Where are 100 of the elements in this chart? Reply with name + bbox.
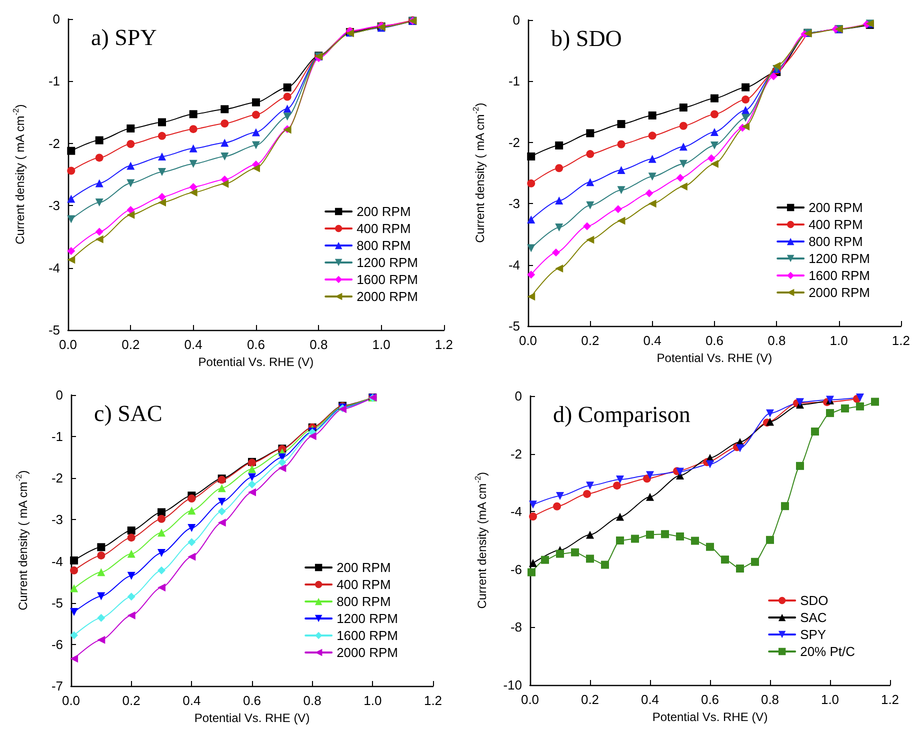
point xyxy=(648,200,656,208)
legend-label: 1600 RPM xyxy=(808,268,870,283)
point xyxy=(126,179,135,188)
x-tick-label: 0.8 xyxy=(303,693,322,708)
point xyxy=(252,110,260,119)
point xyxy=(126,140,135,148)
point xyxy=(248,464,256,473)
x-tick-label: 1.2 xyxy=(434,337,454,352)
x-tick-label: 0.4 xyxy=(643,333,662,348)
point xyxy=(676,468,684,476)
y-tick-label: -1 xyxy=(51,429,63,444)
y-tick-label: -3 xyxy=(51,512,63,528)
point xyxy=(527,216,536,224)
point xyxy=(188,494,196,503)
legend-label: 1200 RPM xyxy=(336,611,398,626)
point xyxy=(189,188,198,197)
point xyxy=(571,548,579,556)
point xyxy=(742,122,750,130)
point xyxy=(646,530,654,539)
legend-label: 400 RPM xyxy=(336,577,391,592)
point xyxy=(736,564,744,573)
y-axis-title: Current density ( mA cm-2) xyxy=(472,102,487,243)
point xyxy=(218,484,226,492)
point xyxy=(586,129,594,138)
point xyxy=(283,92,292,101)
y-axis-title: Current density ( mA cm-2) xyxy=(12,104,27,244)
point xyxy=(97,636,106,644)
y-tick-label: -6 xyxy=(510,562,522,577)
point xyxy=(158,198,166,206)
point xyxy=(252,128,260,136)
y-tick-label: -2 xyxy=(51,470,63,486)
point xyxy=(583,222,592,230)
y-tick-label: -4 xyxy=(51,554,63,569)
point xyxy=(67,194,76,203)
legend-label: 20% Pt/C xyxy=(800,644,856,659)
point xyxy=(679,142,688,151)
legend-label: 800 RPM xyxy=(356,238,411,253)
legend-label: 2000 RPM xyxy=(336,645,398,660)
point xyxy=(158,132,166,140)
point xyxy=(796,398,804,406)
legend-label: 400 RPM xyxy=(808,217,863,232)
point xyxy=(278,464,286,472)
point xyxy=(617,216,626,225)
x-tick-label: 0.8 xyxy=(768,333,786,348)
x-tick-label: 0.8 xyxy=(310,337,328,352)
point xyxy=(70,631,78,640)
legend-label: 800 RPM xyxy=(808,234,863,249)
point xyxy=(826,409,834,418)
point xyxy=(736,444,744,452)
x-axis-title: Potential Vs. RHE (V) xyxy=(656,350,772,365)
point xyxy=(158,583,166,592)
x-tick-label: 0.6 xyxy=(705,333,724,348)
point xyxy=(528,568,536,576)
point xyxy=(127,611,136,620)
point xyxy=(127,592,136,601)
point xyxy=(710,141,718,150)
x-tick-label: 1.2 xyxy=(880,692,900,707)
y-tick-label: -8 xyxy=(510,620,522,635)
point xyxy=(97,543,106,552)
point xyxy=(158,566,166,574)
point xyxy=(679,122,688,130)
point xyxy=(586,150,594,158)
point xyxy=(70,654,78,663)
point xyxy=(188,538,196,546)
point xyxy=(617,166,626,174)
y-tick-label: 0 xyxy=(512,12,520,28)
point xyxy=(614,205,622,214)
point xyxy=(679,104,688,112)
point xyxy=(772,62,781,70)
point xyxy=(97,568,106,576)
point xyxy=(126,162,135,170)
point xyxy=(707,154,716,162)
point xyxy=(220,152,229,160)
point xyxy=(676,532,684,540)
point xyxy=(766,409,774,418)
point xyxy=(218,507,226,516)
point xyxy=(158,548,166,557)
point xyxy=(283,83,292,92)
point xyxy=(781,502,789,510)
point xyxy=(617,120,626,128)
y-tick-label: -2 xyxy=(48,136,60,151)
legend-label: 1600 RPM xyxy=(336,628,398,643)
x-tick-label: 0.2 xyxy=(122,337,140,352)
point xyxy=(841,404,849,412)
point xyxy=(126,206,135,214)
point xyxy=(220,120,229,128)
point xyxy=(188,552,196,561)
point xyxy=(529,559,537,568)
point xyxy=(583,490,591,498)
chart-title: c) SAC xyxy=(94,401,162,426)
point xyxy=(248,480,256,488)
y-tick-label: 0 xyxy=(52,12,60,26)
x-tick-label: 0.0 xyxy=(62,693,80,708)
point xyxy=(710,94,718,102)
y-tick-label: -4 xyxy=(48,260,60,276)
y-tick-label: -3 xyxy=(48,198,60,214)
point xyxy=(617,186,626,194)
point xyxy=(188,506,196,515)
point xyxy=(70,566,78,574)
point xyxy=(70,584,78,592)
